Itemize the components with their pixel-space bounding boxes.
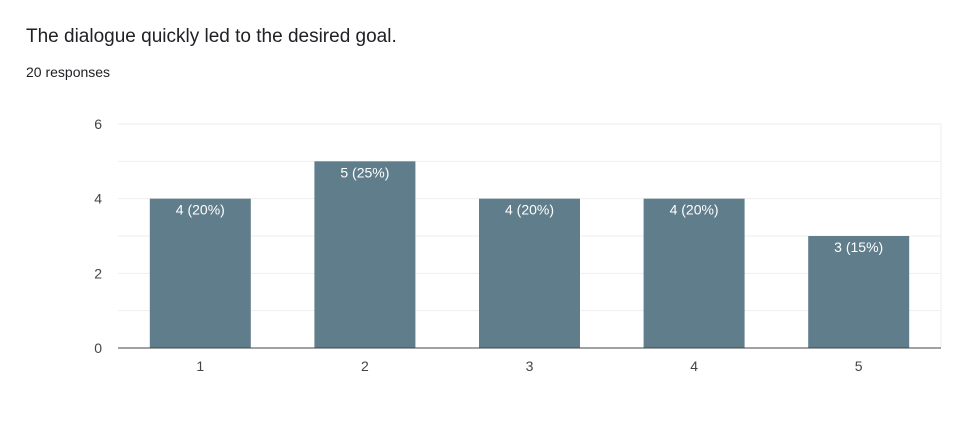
y-tick-label: 0: [94, 340, 102, 356]
x-tick-label: 4: [690, 358, 698, 374]
bar: [149, 198, 251, 348]
y-tick-label: 6: [94, 116, 102, 132]
bar-data-label: 4 (20%): [176, 202, 225, 218]
x-tick-label: 1: [196, 358, 204, 374]
bar: [314, 161, 416, 348]
grid-lines: [118, 123, 942, 348]
x-tick-label: 3: [526, 358, 534, 374]
bar-data-labels: 4 (20%) 5 (25%) 4 (20%) 4 (20%) 3 (15%): [176, 164, 883, 255]
y-tick-labels: 0 2 4 6: [94, 116, 102, 356]
bar-data-label: 3 (15%): [834, 239, 883, 255]
y-tick-label: 2: [94, 265, 102, 281]
bars: [149, 161, 910, 348]
bar: [808, 236, 910, 348]
y-tick-label: 4: [94, 191, 102, 207]
x-tick-labels: 1 2 3 4 5: [196, 358, 862, 374]
bar: [479, 198, 580, 348]
bar-data-label: 4 (20%): [670, 202, 719, 218]
x-tick-label: 5: [855, 358, 863, 374]
bar-data-label: 4 (20%): [505, 202, 554, 218]
response-count: 20 responses: [26, 64, 111, 80]
question-title: The dialogue quickly led to the desired …: [26, 26, 397, 47]
bar-data-label: 5 (25%): [340, 164, 389, 180]
x-tick-label: 2: [361, 358, 369, 374]
bar: [643, 198, 745, 348]
